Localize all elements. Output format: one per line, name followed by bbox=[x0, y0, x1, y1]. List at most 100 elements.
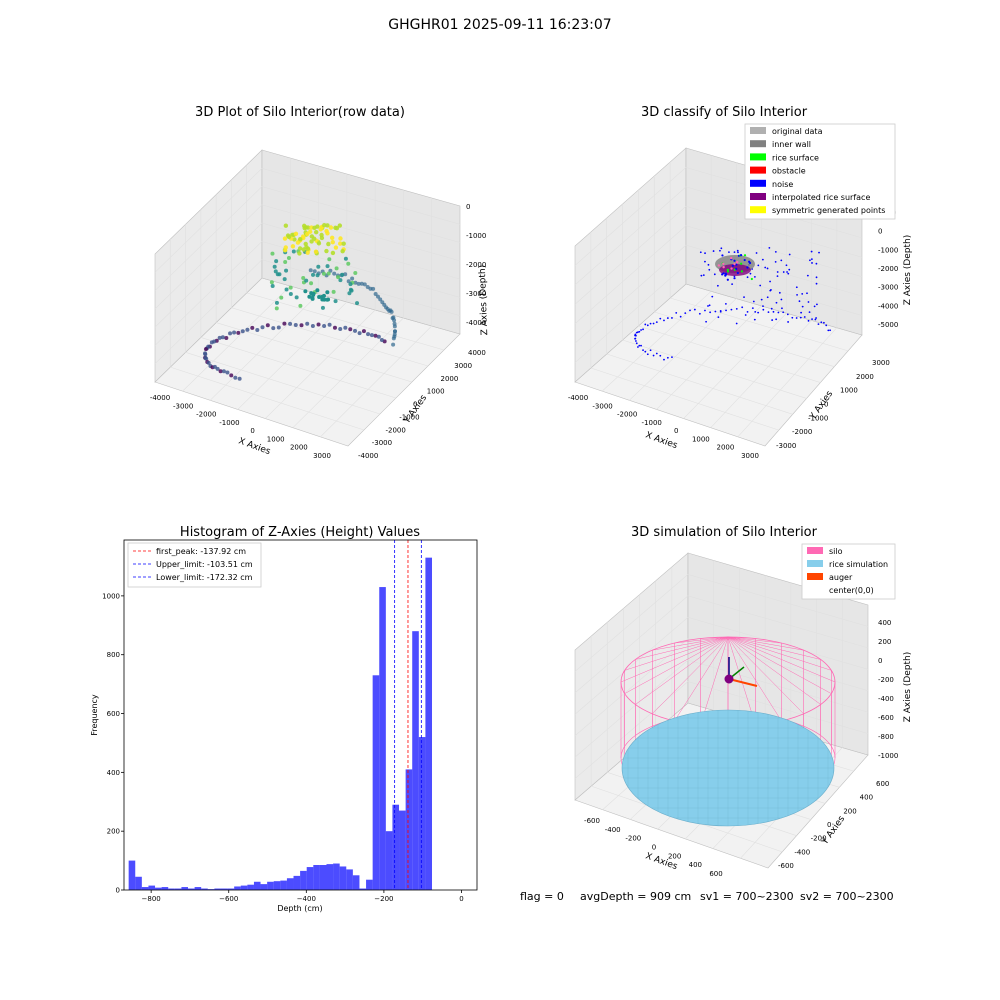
data-point bbox=[270, 284, 275, 289]
data-point bbox=[346, 279, 351, 284]
data-point bbox=[316, 241, 322, 246]
data-point bbox=[347, 291, 352, 296]
legend-label: symmetric generated points bbox=[772, 206, 885, 215]
classified-point bbox=[735, 263, 738, 266]
noise-point bbox=[757, 264, 760, 267]
data-point bbox=[288, 291, 293, 296]
subplot2-title: 3D classify of Silo Interior bbox=[641, 105, 808, 120]
grid-line bbox=[320, 325, 432, 438]
data-point bbox=[311, 272, 316, 277]
noise-point bbox=[825, 324, 828, 327]
data-point bbox=[283, 223, 289, 228]
noise-point bbox=[666, 356, 669, 359]
legend-swatch bbox=[750, 140, 766, 148]
data-point bbox=[206, 360, 211, 365]
data-point bbox=[308, 268, 313, 273]
classified-point bbox=[733, 262, 736, 266]
data-point bbox=[224, 336, 229, 341]
data-point bbox=[315, 273, 320, 278]
noise-point bbox=[744, 314, 747, 316]
avg-depth-text: avgDepth = 909 cm bbox=[580, 890, 691, 903]
noise-point bbox=[799, 316, 802, 319]
data-point bbox=[328, 225, 334, 230]
noise-point bbox=[649, 322, 652, 325]
tick-label: 2000 bbox=[441, 375, 459, 383]
data-point bbox=[271, 326, 276, 331]
silo-roof-line bbox=[652, 636, 729, 651]
subplot-classify: 3D classify of Silo Interior X Axies Y A… bbox=[568, 105, 913, 460]
data-point bbox=[390, 316, 395, 321]
noise-point bbox=[782, 311, 785, 314]
noise-point bbox=[817, 323, 820, 326]
subplot4-zlabel: Z Axies (Depth) bbox=[903, 652, 913, 723]
noise-point bbox=[766, 296, 769, 299]
noise-point bbox=[785, 264, 788, 267]
data-point bbox=[309, 234, 315, 239]
grid-line bbox=[574, 205, 863, 305]
data-point bbox=[291, 249, 296, 254]
center-marker bbox=[724, 674, 734, 684]
tick-label: -1000 bbox=[219, 419, 239, 427]
data-point bbox=[332, 271, 337, 276]
noise-point bbox=[743, 296, 745, 299]
noise-point bbox=[753, 275, 756, 278]
data-point bbox=[320, 305, 325, 310]
grid-line bbox=[606, 353, 793, 415]
histogram-bar bbox=[418, 737, 426, 890]
tick-label: -200 bbox=[878, 676, 894, 684]
data-point bbox=[324, 228, 329, 234]
silo-roof-line bbox=[700, 636, 729, 726]
data-point bbox=[343, 272, 348, 277]
data-point bbox=[366, 332, 371, 337]
noise-point bbox=[772, 310, 775, 313]
tick-label: -4000 bbox=[150, 394, 170, 402]
data-point bbox=[359, 281, 364, 286]
histogram-bar bbox=[425, 557, 433, 890]
data-point bbox=[303, 241, 308, 247]
classified-point bbox=[733, 259, 736, 262]
grid-line bbox=[737, 327, 838, 438]
noise-point bbox=[689, 309, 691, 312]
legend-frame bbox=[127, 542, 262, 588]
histogram-vlines bbox=[394, 540, 422, 890]
noise-point bbox=[733, 251, 736, 254]
grid-line bbox=[656, 305, 762, 410]
data-point bbox=[283, 260, 288, 265]
noise-point bbox=[809, 259, 811, 262]
histogram-bar bbox=[220, 888, 228, 890]
legend-swatch bbox=[807, 560, 823, 567]
noise-point bbox=[782, 271, 785, 273]
data-point bbox=[298, 303, 303, 308]
data-point bbox=[255, 328, 260, 333]
grid-line bbox=[710, 320, 812, 428]
silo-roof-line bbox=[727, 636, 804, 651]
noise-point bbox=[769, 289, 772, 292]
legend-swatch bbox=[807, 547, 823, 554]
classified-point bbox=[722, 265, 725, 269]
silo-roof-line bbox=[727, 636, 832, 694]
classified-point bbox=[735, 260, 739, 264]
tick-label: 0 bbox=[466, 203, 470, 211]
data-point bbox=[286, 234, 292, 240]
legend-swatch bbox=[750, 166, 766, 174]
grid-line bbox=[154, 222, 461, 328]
noise-point bbox=[801, 305, 804, 308]
noise-point bbox=[757, 311, 760, 314]
noise-point bbox=[644, 350, 647, 353]
subplot1-ylabel: Y Axies bbox=[402, 393, 430, 426]
legend-label: Lower_limit: -172.32 cm bbox=[156, 573, 253, 582]
noise-point bbox=[795, 317, 798, 319]
noise-point bbox=[642, 328, 644, 331]
data-point bbox=[245, 327, 250, 332]
x-tick-label: −800 bbox=[142, 895, 161, 903]
noise-point bbox=[788, 268, 791, 271]
y-tick-label: 400 bbox=[107, 769, 120, 777]
data-point bbox=[338, 236, 343, 241]
classified-point bbox=[721, 273, 724, 276]
noise-point bbox=[655, 321, 658, 324]
grid-line bbox=[154, 259, 461, 364]
grid-line bbox=[601, 291, 712, 392]
back-right-pane bbox=[261, 149, 461, 335]
data-point bbox=[322, 323, 327, 328]
